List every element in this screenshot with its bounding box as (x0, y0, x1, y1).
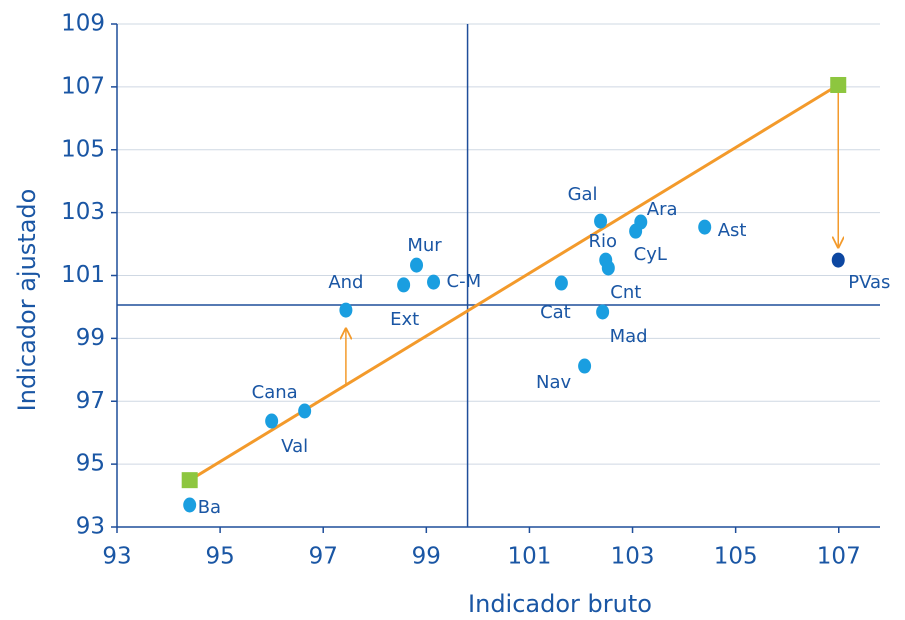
point (298, 403, 312, 419)
point-label: C-M (447, 271, 482, 292)
x-axis-title: Indicador bruto (468, 590, 652, 618)
x-tick-label: 99 (412, 544, 441, 570)
y-tick-label: 105 (61, 136, 105, 162)
point (410, 257, 424, 273)
trend-end (830, 76, 847, 93)
point-label: Gal (568, 184, 598, 205)
y-tick-label: 103 (61, 199, 105, 225)
point-label: Cat (540, 302, 571, 323)
trend-line (188, 83, 840, 482)
point-label: Mur (407, 235, 442, 256)
point (831, 252, 845, 268)
y-tick-label: 93 (76, 514, 105, 540)
point (265, 413, 279, 429)
point (554, 275, 568, 291)
point (594, 213, 608, 229)
x-tick-label: 107 (817, 544, 861, 570)
y-tick-label: 107 (61, 73, 105, 99)
point-label: Rio (588, 231, 617, 252)
x-tick-label: 97 (309, 544, 338, 570)
point-label: Ast (718, 220, 747, 241)
point (578, 358, 592, 374)
point (427, 274, 441, 290)
point (183, 497, 197, 513)
point (698, 219, 712, 235)
y-tick-label: 97 (76, 388, 105, 414)
point (339, 302, 353, 318)
point-label: And (328, 272, 363, 293)
point (629, 223, 643, 239)
y-tick-label: 95 (76, 451, 105, 477)
trend-end (181, 472, 198, 489)
y-axis-title: Indicador ajustado (13, 189, 41, 412)
point-label: Mad (610, 326, 648, 347)
point (601, 260, 615, 276)
point-label: Ara (647, 199, 678, 220)
point (397, 277, 411, 293)
x-tick-label: 103 (611, 544, 655, 570)
x-tick-label: 93 (102, 544, 131, 570)
point-label: Cana (252, 382, 298, 403)
point-label: Ba (198, 497, 221, 518)
x-tick-label: 101 (507, 544, 551, 570)
point-label: Ext (390, 309, 419, 330)
point-label: Cnt (610, 282, 641, 303)
y-tick-label: 109 (61, 11, 105, 37)
x-tick-label: 105 (714, 544, 758, 570)
point-label: Val (281, 436, 308, 457)
point-label: Nav (536, 372, 571, 393)
x-tick-label: 95 (205, 544, 234, 570)
y-tick-label: 101 (61, 262, 105, 288)
point-label: CyL (634, 244, 667, 265)
point (596, 304, 610, 320)
point-label: PVas (848, 272, 890, 293)
y-tick-label: 99 (76, 325, 105, 351)
